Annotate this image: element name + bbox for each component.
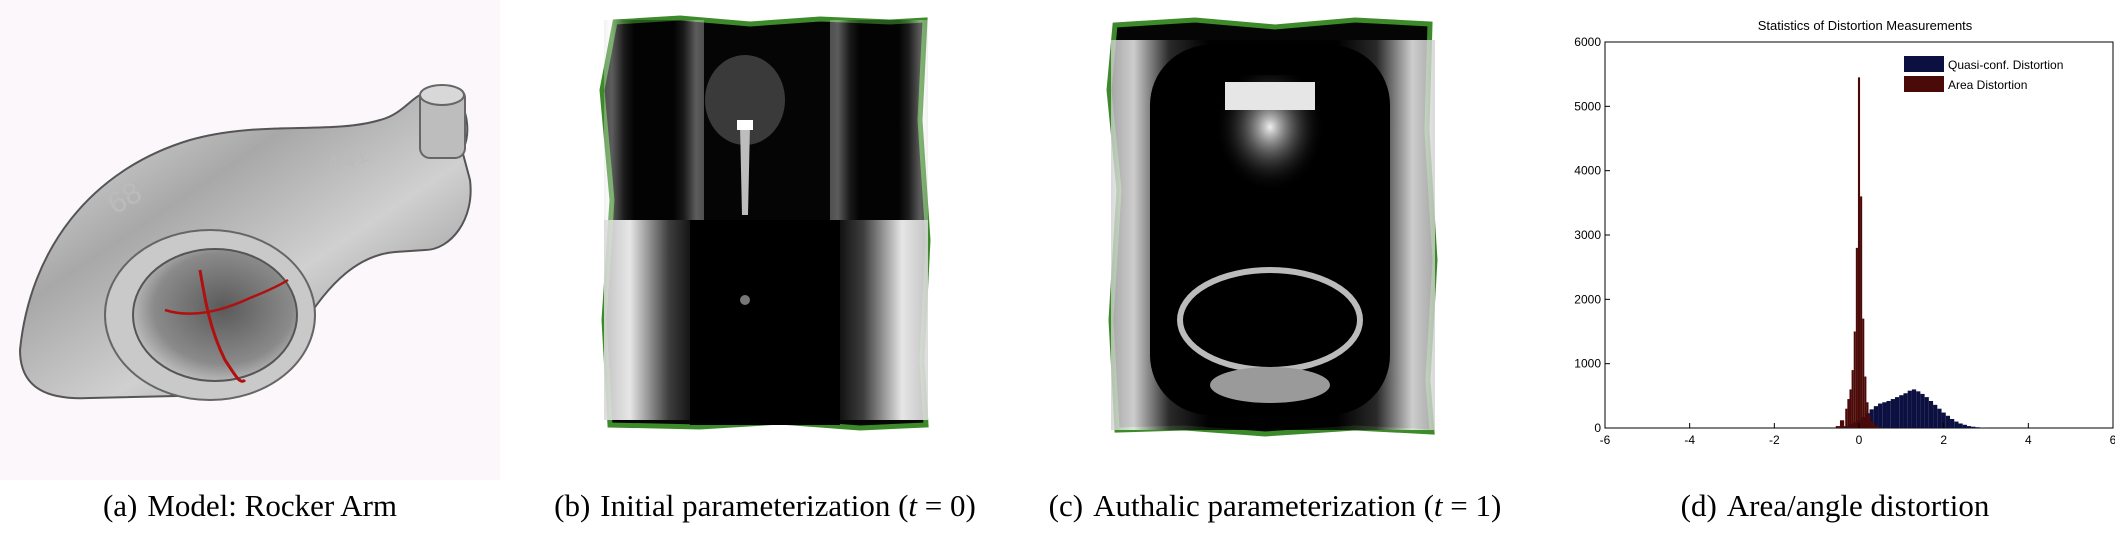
panel-d-distortion-histogram: Statistics of Distortion Measurements -6… xyxy=(1555,0,2116,480)
authalic-parameterization-image xyxy=(1106,17,1438,437)
histogram-bar-area xyxy=(1873,425,1879,428)
histogram-bar-area xyxy=(1851,370,1854,428)
y-tick-label: 2000 xyxy=(1574,292,1601,306)
caption-a-label: (a) xyxy=(102,488,138,523)
chart-title: Statistics of Distortion Measurements xyxy=(1758,18,1973,33)
histogram-bar-area xyxy=(1869,421,1874,428)
histogram-bar-quasi-conformal xyxy=(1966,426,1972,428)
caption-b-label: (b) xyxy=(554,488,591,523)
histogram-bar-area xyxy=(1860,196,1863,428)
histogram-bar-quasi-conformal xyxy=(1950,418,1955,428)
histogram-bar-quasi-conformal xyxy=(1937,408,1942,428)
histogram-bar-quasi-conformal xyxy=(1945,415,1951,428)
histogram-bar-quasi-conformal xyxy=(1941,412,1946,428)
distortion-histogram-chart: Statistics of Distortion Measurements -6… xyxy=(1574,18,2116,447)
histogram-bars xyxy=(1835,77,1989,428)
legend-swatch xyxy=(1904,56,1944,72)
caption-c-eq: = 1) xyxy=(1442,488,1502,523)
panel-b-initial-parameterization xyxy=(590,0,940,480)
histogram-bar-quasi-conformal xyxy=(1933,404,1938,428)
histogram-bar-quasi-conformal xyxy=(1882,402,1887,428)
x-tick-label: 6 xyxy=(2110,433,2115,447)
histogram-bar-quasi-conformal xyxy=(1954,421,1959,428)
caption-b: (b) Initial parameterization (t = 0) xyxy=(530,488,1000,524)
legend-label: Quasi-conf. Distortion xyxy=(1948,58,2063,72)
panel-c-authalic-parameterization xyxy=(1095,0,1455,480)
y-tick-label: 5000 xyxy=(1574,99,1601,113)
histogram-bar-quasi-conformal xyxy=(1916,391,1921,428)
histogram-bar-quasi-conformal xyxy=(1962,424,1967,428)
caption-b-text: Initial parameterization ( xyxy=(600,488,909,523)
histogram-bar-area xyxy=(1835,426,1840,428)
histogram-bar-quasi-conformal xyxy=(1899,395,1904,428)
histogram-bar-quasi-conformal xyxy=(1873,406,1879,428)
x-tick-label: -6 xyxy=(1600,433,1611,447)
caption-d-text: Area/angle distortion xyxy=(1726,488,1990,523)
bearing-hole xyxy=(132,248,298,382)
x-tick-label: 4 xyxy=(2025,433,2032,447)
histogram-bar-area xyxy=(1855,247,1858,428)
legend-swatch xyxy=(1904,76,1944,92)
x-tick-label: 0 xyxy=(1856,433,1863,447)
caption-b-var: t xyxy=(908,488,918,523)
legend: Quasi-conf. Distortion Area Distortion xyxy=(1899,51,2104,97)
histogram-bar-area xyxy=(1866,402,1869,428)
histogram-bar-quasi-conformal xyxy=(1869,409,1874,428)
axis-ticks: -6 -4 -2 0 2 4 6 0 1000 2000 3000 4000 5000 6000 xyxy=(1574,35,2116,447)
legend-label: Area Distortion xyxy=(1948,78,2027,92)
histogram-bar-quasi-conformal xyxy=(1911,389,1917,428)
histogram-bar-area xyxy=(1853,331,1856,428)
x-tick-label: 2 xyxy=(1940,433,1947,447)
histogram-bar-quasi-conformal xyxy=(1979,427,1984,428)
histogram-bar-area xyxy=(1864,376,1867,428)
caption-d: (d) Area/angle distortion xyxy=(1555,488,2115,524)
histogram-bar-quasi-conformal xyxy=(1894,397,1900,428)
histogram-bar-quasi-conformal xyxy=(1958,423,1963,428)
caption-c-label: (c) xyxy=(1048,488,1084,523)
x-tick-label: -2 xyxy=(1769,433,1780,447)
histogram-bar-area xyxy=(1847,399,1850,428)
histogram-bar-quasi-conformal xyxy=(1903,393,1908,428)
histogram-bar-area xyxy=(1839,420,1845,428)
histogram-bar-quasi-conformal xyxy=(1971,426,1976,428)
histogram-bar-area xyxy=(1878,427,1883,428)
y-tick-label: 4000 xyxy=(1574,164,1601,178)
x-tick-label: -4 xyxy=(1684,433,1695,447)
histogram-bar-quasi-conformal xyxy=(1878,403,1883,428)
y-tick-label: 1000 xyxy=(1574,357,1601,371)
histogram-bar-area xyxy=(1845,408,1848,428)
caption-c-var: t xyxy=(1433,488,1443,523)
histogram-bar-quasi-conformal xyxy=(1975,427,1980,428)
caption-c: (c) Authalic parameterization (t = 1) xyxy=(1015,488,1535,524)
caption-b-eq: = 0) xyxy=(917,488,976,523)
histogram-bar-quasi-conformal xyxy=(1890,399,1895,428)
initial-parameterization-image xyxy=(599,15,931,431)
y-tick-label: 6000 xyxy=(1574,35,1601,49)
histogram-bar-quasi-conformal xyxy=(1907,390,1912,428)
histogram-bar-quasi-conformal xyxy=(1920,393,1925,428)
histogram-bar-quasi-conformal xyxy=(1924,397,1929,428)
caption-a-text: Model: Rocker Arm xyxy=(147,488,398,523)
caption-c-text: Authalic parameterization ( xyxy=(1093,488,1434,523)
histogram-bar-area xyxy=(1849,389,1852,428)
histogram-bar-area xyxy=(1857,77,1861,428)
panel-a-rocker-arm: 68 441 xyxy=(0,0,500,480)
y-tick-label: 3000 xyxy=(1574,228,1601,242)
histogram-bar-area xyxy=(1868,415,1871,428)
histogram-bar-quasi-conformal xyxy=(1928,400,1934,428)
caption-a: (a) Model: Rocker Arm xyxy=(0,488,500,524)
histogram-bar-area xyxy=(1862,318,1865,428)
rocker-arm-model-image: 68 441 xyxy=(0,0,500,480)
y-tick-label: 0 xyxy=(1594,421,1601,435)
caption-d-label: (d) xyxy=(1680,488,1717,523)
cut-line xyxy=(198,269,247,383)
histogram-bar-quasi-conformal xyxy=(1886,400,1891,428)
